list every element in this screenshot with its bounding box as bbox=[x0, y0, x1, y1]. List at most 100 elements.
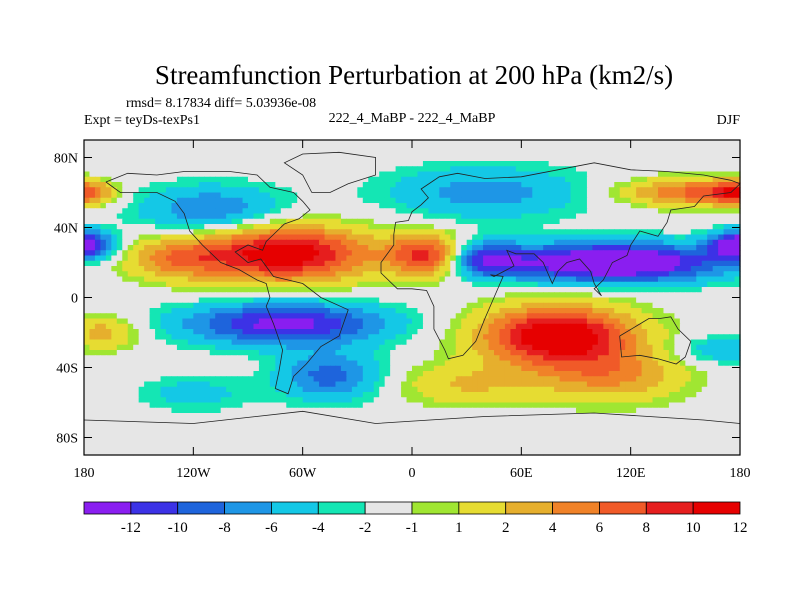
field-cell bbox=[149, 197, 156, 204]
field-cell bbox=[138, 140, 145, 146]
field-cell bbox=[100, 145, 107, 152]
field-cell bbox=[401, 339, 408, 346]
field-cell bbox=[483, 155, 490, 162]
field-cell bbox=[302, 213, 309, 220]
field-cell bbox=[242, 255, 249, 262]
field-cell bbox=[176, 229, 183, 236]
field-cell bbox=[701, 313, 708, 320]
field-cell bbox=[652, 329, 659, 335]
field-cell bbox=[84, 234, 91, 241]
field-cell bbox=[608, 350, 615, 356]
field-cell bbox=[84, 355, 91, 362]
field-cell bbox=[89, 203, 96, 209]
field-cell bbox=[89, 329, 96, 335]
field-cell bbox=[685, 208, 692, 215]
field-cell bbox=[390, 271, 397, 278]
field-cell bbox=[395, 297, 402, 304]
field-cell bbox=[94, 281, 101, 288]
field-cell bbox=[335, 239, 342, 246]
field-cell bbox=[499, 266, 506, 272]
field-cell bbox=[275, 140, 282, 146]
field-cell bbox=[226, 171, 233, 178]
field-cell bbox=[390, 161, 397, 167]
field-cell bbox=[291, 161, 298, 167]
field-cell bbox=[171, 140, 178, 146]
field-cell bbox=[182, 203, 189, 209]
field-cell bbox=[138, 161, 145, 167]
field-cell bbox=[428, 287, 435, 293]
field-cell bbox=[658, 318, 665, 325]
field-cell bbox=[428, 292, 435, 299]
field-cell bbox=[237, 155, 244, 162]
field-cell bbox=[510, 213, 517, 220]
field-cell bbox=[204, 329, 211, 335]
field-cell bbox=[652, 239, 659, 246]
field-cell bbox=[308, 234, 315, 241]
field-cell bbox=[417, 302, 424, 309]
field-cell bbox=[712, 182, 719, 188]
field-cell bbox=[379, 213, 386, 220]
field-cell bbox=[504, 302, 511, 309]
field-cell bbox=[253, 161, 260, 167]
field-cell bbox=[182, 266, 189, 272]
field-cell bbox=[215, 155, 222, 162]
field-cell bbox=[335, 297, 342, 304]
field-cell bbox=[226, 355, 233, 362]
field-cell bbox=[84, 260, 91, 267]
field-cell bbox=[679, 334, 686, 341]
field-cell bbox=[160, 339, 167, 346]
field-cell bbox=[652, 197, 659, 204]
field-cell bbox=[433, 161, 440, 167]
field-cell bbox=[570, 197, 577, 204]
field-cell bbox=[308, 166, 315, 173]
field-cell bbox=[264, 203, 271, 209]
field-cell bbox=[220, 234, 227, 241]
field-cell bbox=[291, 176, 298, 183]
field-cell bbox=[696, 255, 703, 262]
field-cell bbox=[718, 292, 725, 299]
field-cell bbox=[155, 140, 162, 146]
field-cell bbox=[384, 255, 391, 262]
field-cell bbox=[422, 155, 429, 162]
field-cell bbox=[291, 276, 298, 283]
field-cell bbox=[105, 339, 112, 346]
field-cell bbox=[450, 239, 457, 246]
field-cell bbox=[504, 229, 511, 236]
field-cell bbox=[412, 234, 419, 241]
field-cell bbox=[586, 271, 593, 278]
field-cell bbox=[160, 355, 167, 362]
field-cell bbox=[313, 192, 320, 199]
field-cell bbox=[576, 287, 583, 293]
field-cell bbox=[330, 329, 337, 335]
field-cell bbox=[187, 208, 194, 215]
field-cell bbox=[734, 350, 741, 356]
field-cell bbox=[510, 203, 517, 209]
field-cell bbox=[176, 145, 183, 152]
field-cell bbox=[390, 187, 397, 194]
field-cell bbox=[652, 287, 659, 293]
field-cell bbox=[291, 281, 298, 288]
field-cell bbox=[220, 329, 227, 335]
field-cell bbox=[532, 323, 539, 330]
field-cell bbox=[319, 203, 326, 209]
field-cell bbox=[395, 271, 402, 278]
field-cell bbox=[422, 329, 429, 335]
field-cell bbox=[472, 281, 479, 288]
field-cell bbox=[630, 203, 637, 209]
field-cell bbox=[723, 266, 730, 272]
field-cell bbox=[576, 192, 583, 199]
field-cell bbox=[89, 229, 96, 236]
field-cell bbox=[652, 213, 659, 220]
field-cell bbox=[422, 323, 429, 330]
field-cell bbox=[160, 182, 167, 188]
field-cell bbox=[100, 339, 107, 346]
field-cell bbox=[674, 145, 681, 152]
field-cell bbox=[499, 208, 506, 215]
field-cell bbox=[636, 203, 643, 209]
field-cell bbox=[636, 350, 643, 356]
field-cell bbox=[379, 166, 386, 173]
field-cell bbox=[291, 313, 298, 320]
field-cell bbox=[548, 271, 555, 278]
field-cell bbox=[302, 266, 309, 272]
field-cell bbox=[231, 197, 238, 204]
